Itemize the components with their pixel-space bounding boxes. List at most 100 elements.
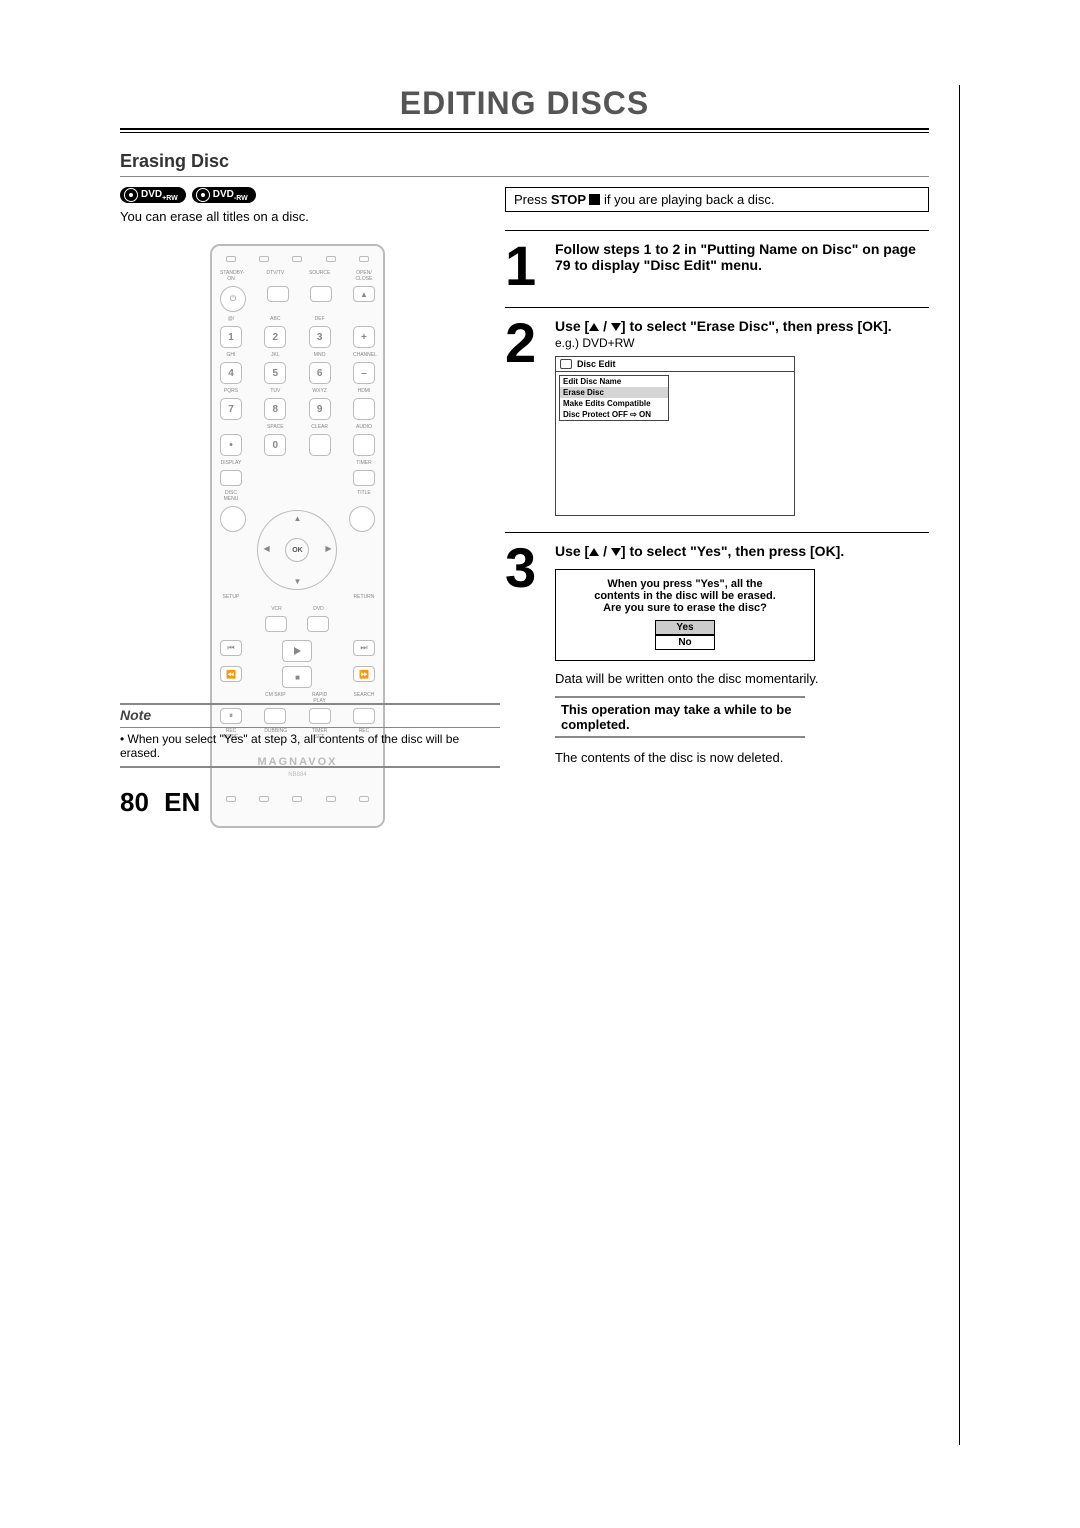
down-arrow-icon: ▼ [293, 577, 301, 586]
step-text: Follow steps 1 to 2 in "Putting Name on … [555, 241, 916, 273]
remote-label: DEF [309, 316, 331, 322]
remote-bottom-vents [220, 778, 375, 810]
step-text: / [599, 318, 611, 334]
intro-text: You can erase all titles on a disc. [120, 209, 475, 224]
disc-edit-icon [560, 359, 572, 369]
step-text: ] to select "Erase Disc", then press [OK… [621, 318, 892, 334]
menu-title: Disc Edit [577, 359, 616, 369]
page-number: 80 [120, 787, 149, 817]
disc-icon [196, 188, 210, 202]
remote-button [353, 470, 375, 486]
confirm-text: When you press "Yes", all the [566, 578, 804, 590]
badge-sub: -RW [234, 195, 248, 202]
menu-item: Disc Protect OFF ⇨ ON [560, 409, 668, 420]
remote-label: ABC [264, 316, 286, 322]
badge-sub: +RW [162, 195, 178, 202]
play-icon [282, 640, 312, 662]
remote-label: SETUP [220, 594, 242, 600]
page-title: EDITING DISCS [120, 85, 929, 128]
remote-label: WXYZ [309, 388, 331, 394]
ffwd-icon: ⏩ [353, 666, 375, 682]
warning-box: This operation may take a while to be co… [555, 696, 805, 738]
up-triangle-icon [589, 323, 599, 331]
remote-button: + [353, 326, 375, 348]
section-heading: Erasing Disc [120, 151, 929, 172]
right-column: Press STOP if you are playing back a dis… [505, 187, 929, 828]
no-option: No [655, 635, 715, 650]
writing-note: Data will be written onto the disc momen… [555, 671, 929, 686]
right-arrow-icon: ▶ [325, 544, 331, 553]
remote-label: SPACE [264, 424, 286, 430]
step-number: 2 [505, 318, 545, 516]
remote-label [220, 424, 242, 430]
text: Press [514, 192, 551, 207]
remote-button: 7 [220, 398, 242, 420]
stop-label: STOP [551, 192, 590, 207]
disc-icon [124, 188, 138, 202]
remote-button [265, 616, 287, 632]
remote-button [220, 506, 246, 532]
rewind-icon: ⏪ [220, 666, 242, 682]
confirm-text: Are you sure to erase the disc? [566, 602, 804, 614]
note-body: When you select "Yes" at step 3, all con… [120, 728, 500, 768]
step-number: 3 [505, 543, 545, 765]
press-stop-note: Press STOP if you are playing back a dis… [505, 187, 929, 212]
remote-label: DISC MENU [220, 490, 242, 502]
remote-label: TIMER [353, 460, 375, 466]
remote-label: AUDIO [353, 424, 375, 430]
confirm-text: contents in the disc will be erased. [566, 590, 804, 602]
step-number: 1 [505, 241, 545, 291]
remote-button [267, 286, 289, 302]
badge-text: DVD [141, 189, 162, 200]
left-column: DVD+RW DVD-RW You can erase all titles o… [120, 187, 475, 828]
left-arrow-icon: ◀ [263, 544, 269, 553]
remote-label: HDMI [353, 388, 375, 394]
up-arrow-icon: ▲ [293, 514, 301, 523]
menu-item: Edit Disc Name [560, 376, 668, 387]
remote-button: 8 [264, 398, 286, 420]
remote-label [353, 316, 375, 322]
remote-button [353, 398, 375, 420]
eject-icon: ▲ [353, 286, 375, 302]
remote-button: 4 [220, 362, 242, 384]
remote-button: • [220, 434, 242, 456]
next-icon: ⏭ [353, 640, 375, 656]
remote-button [353, 434, 375, 456]
step-rule [505, 532, 929, 533]
page-footer: 80 EN [120, 787, 200, 818]
prev-icon: ⏮ [220, 640, 242, 656]
stop-icon: ■ [282, 666, 312, 688]
page-lang: EN [164, 787, 200, 817]
stop-glyph-icon [589, 194, 600, 205]
remote-label: TITLE [353, 490, 375, 502]
remote-label: CLEAR [309, 424, 331, 430]
step-1: 1 Follow steps 1 to 2 in "Putting Name o… [505, 235, 929, 291]
down-triangle-icon [611, 323, 621, 331]
remote-label: DISPLAY [220, 460, 242, 466]
remote-button: 0 [264, 434, 286, 456]
power-icon: ⏻ [220, 286, 246, 312]
remote-label: JKL [264, 352, 286, 358]
remote-label: VCR [265, 606, 287, 612]
remote-button: 3 [309, 326, 331, 348]
note-head-text: Note [120, 707, 151, 723]
remote-top-vents [220, 256, 375, 270]
confirm-dialog: When you press "Yes", all the contents i… [555, 569, 815, 661]
example-label: e.g.) DVD+RW [555, 336, 929, 350]
remote-label: SOURCE [309, 270, 331, 282]
step-text: Use [ [555, 543, 589, 559]
remote-label: PQRS [220, 388, 242, 394]
disc-edit-menu: Disc Edit Edit Disc Name Erase Disc Make… [555, 356, 795, 516]
remote-label: DVD [307, 606, 329, 612]
dvd-rw-minus-badge: DVD-RW [192, 187, 256, 203]
remote-label: GHI [220, 352, 242, 358]
step-text: / [599, 543, 611, 559]
menu-item: Make Edits Compatible [560, 398, 668, 409]
manual-page: EDITING DISCS Erasing Disc DVD+RW DVD-RW… [120, 85, 960, 1445]
up-triangle-icon [589, 548, 599, 556]
yes-option: Yes [655, 620, 715, 635]
step-rule [505, 307, 929, 308]
remote-button: 2 [264, 326, 286, 348]
remote-button: 6 [309, 362, 331, 384]
step-2: 2 Use [ / ] to select "Erase Disc", then… [505, 312, 929, 516]
